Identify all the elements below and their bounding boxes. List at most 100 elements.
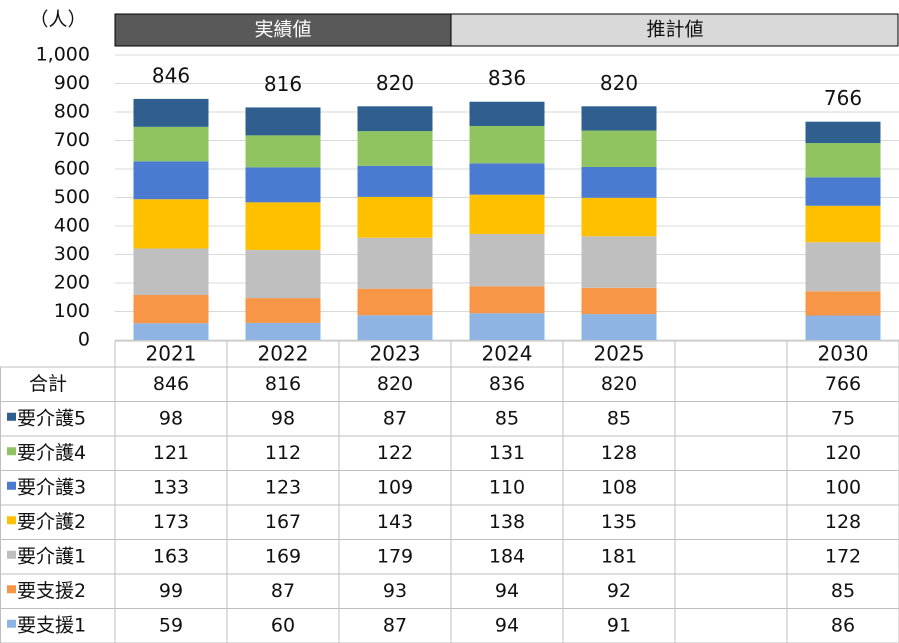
legend-swatch (7, 412, 16, 421)
table-cell: 133 (153, 476, 189, 498)
table-cell: 120 (825, 442, 861, 464)
x-tick-label: 2021 (146, 342, 197, 366)
table-cell: 75 (831, 407, 855, 429)
x-tick-label: 2022 (258, 342, 309, 366)
legend-label: 要介護2 (17, 511, 86, 533)
bar-segment (805, 315, 881, 340)
table-cell: 109 (377, 476, 413, 498)
bar-segment (357, 237, 433, 289)
bar-segment (357, 315, 433, 340)
bar-segment (357, 196, 433, 238)
header-band (450, 13, 899, 47)
legend-label: 要介護5 (17, 407, 86, 429)
table-cell: 94 (495, 580, 519, 602)
table-cell: 184 (489, 545, 525, 567)
table-cell: 112 (265, 442, 301, 464)
total-label: 846 (152, 63, 190, 87)
bar-segment (805, 205, 881, 243)
bar-segment (469, 101, 545, 126)
table-cell: 86 (831, 614, 855, 636)
table-cell: 846 (153, 373, 189, 395)
bar-segment (245, 135, 321, 168)
bar-segment (469, 163, 545, 195)
table-cell: 87 (383, 614, 407, 636)
bar-segment (469, 233, 545, 287)
bar-segment (581, 287, 657, 315)
table-cell: 98 (159, 407, 183, 429)
bar-segment (133, 98, 209, 127)
y-tick-label: 400 (54, 215, 90, 237)
table-cell: 94 (495, 614, 519, 636)
bar-segment (133, 323, 209, 340)
bar-segment (133, 294, 209, 324)
bar-segment (357, 131, 433, 166)
table-cell: 110 (489, 476, 525, 498)
legend-label: 要介護1 (17, 545, 86, 567)
table-cell: 92 (607, 580, 631, 602)
header-label: 推計値 (646, 19, 703, 41)
table-cell: 820 (377, 373, 413, 395)
bar-segment (581, 314, 657, 340)
table-cell: 143 (377, 511, 413, 533)
x-tick-label: 2023 (370, 342, 421, 366)
bar-segment (357, 288, 433, 316)
y-tick-label: 300 (54, 243, 90, 265)
table-cell: 163 (153, 545, 189, 567)
bar-segment (581, 197, 657, 237)
legend-label: 要支援2 (17, 580, 86, 602)
bar-segment (133, 161, 209, 200)
table-cell: 167 (265, 511, 301, 533)
table-cell: 138 (489, 511, 525, 533)
header-band (114, 13, 452, 47)
table-cell: 108 (601, 476, 637, 498)
bar-segment (805, 121, 881, 144)
legend-label: 要介護3 (17, 476, 86, 498)
bar-segment (469, 313, 545, 340)
table-cell: 169 (265, 545, 301, 567)
bar-segment (357, 165, 433, 197)
bar-segment (581, 167, 657, 198)
y-tick-label: 1,000 (36, 44, 90, 66)
y-axis-label: （人） (29, 9, 86, 31)
bar-segment (245, 202, 321, 250)
legend-swatch (7, 481, 16, 490)
table-cell: 766 (825, 373, 861, 395)
y-tick-label: 500 (54, 186, 90, 208)
x-tick-label: 2025 (594, 342, 645, 366)
total-label: 820 (600, 71, 638, 95)
table-cell: 836 (489, 373, 525, 395)
table-cell: 85 (495, 407, 519, 429)
legend-swatch (7, 447, 16, 456)
table-cell: 172 (825, 545, 861, 567)
table-cell: 173 (153, 511, 189, 533)
bar-segment (469, 286, 545, 314)
table-cell: 135 (601, 511, 637, 533)
bar-segment (469, 194, 545, 234)
total-label: 836 (488, 66, 526, 90)
bar-segment (133, 248, 209, 295)
table-cell: 98 (271, 407, 295, 429)
bar-segment (245, 167, 321, 203)
legend-swatch (7, 585, 16, 594)
table-cell: 60 (271, 614, 295, 636)
table-cell: 816 (265, 373, 301, 395)
table-cell: 100 (825, 476, 861, 498)
y-tick-label: 200 (54, 272, 90, 294)
total-label: 816 (264, 72, 302, 96)
legend-swatch (7, 550, 16, 559)
table-cell: 181 (601, 545, 637, 567)
table-cell: 123 (265, 476, 301, 498)
table-cell: 59 (159, 614, 183, 636)
header-label: 実績値 (254, 19, 311, 41)
bar-segment (357, 106, 433, 132)
bar-segment (581, 106, 657, 131)
legend-label: 要介護4 (17, 442, 86, 464)
bar-segment (581, 130, 657, 168)
bar-segment (469, 125, 545, 164)
table-cell: 93 (383, 580, 407, 602)
bar-segment (805, 291, 881, 316)
total-label: 820 (376, 71, 414, 95)
total-label: 766 (824, 86, 862, 110)
row-label: 合計 (29, 373, 67, 395)
